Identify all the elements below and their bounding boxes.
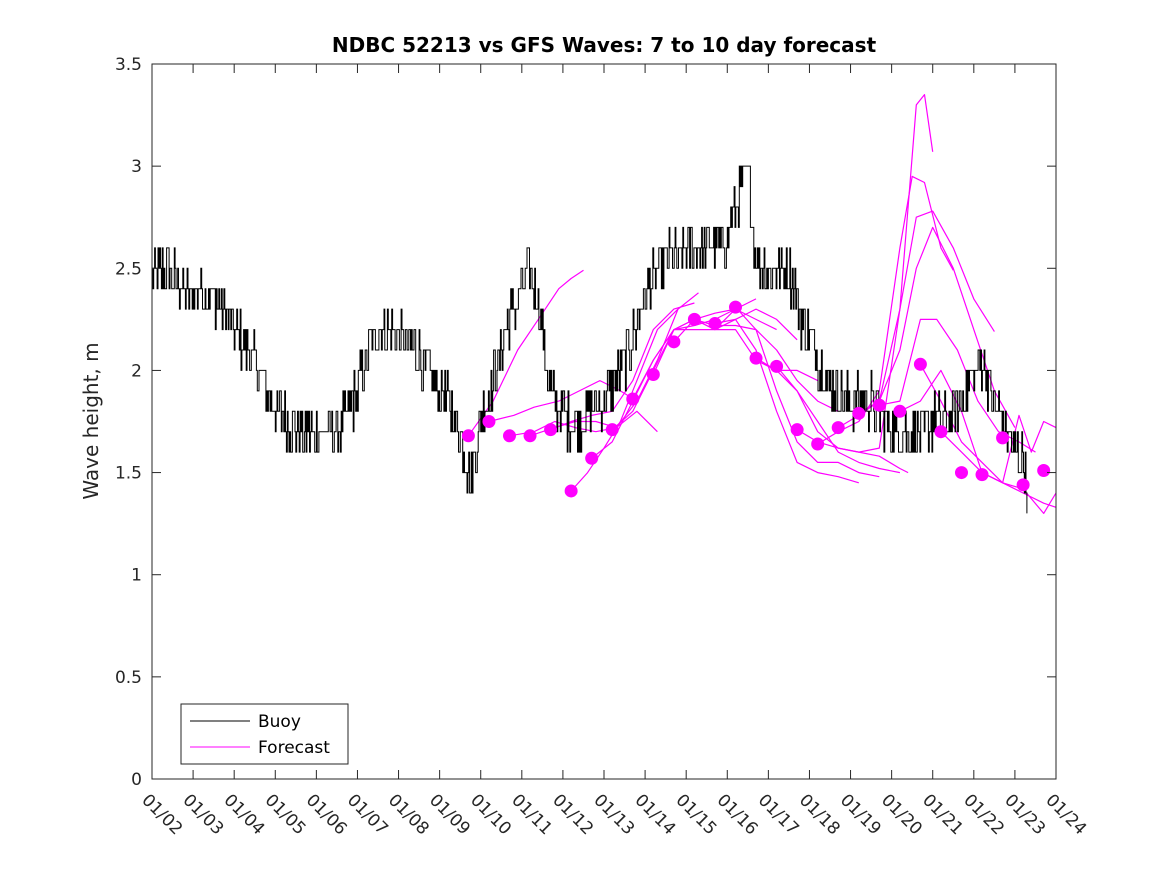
forecast-run-line bbox=[755, 357, 901, 474]
forecast-marker bbox=[831, 421, 845, 435]
y-tick-label: 0 bbox=[131, 770, 142, 790]
axis-ticks bbox=[151, 63, 1057, 780]
y-tick-labels: 0 0.5 1 1.5 2 2.5 3 3.5 bbox=[115, 55, 142, 790]
forecast-marker bbox=[872, 398, 886, 412]
forecast-run-line bbox=[796, 93, 934, 453]
forecast-marker bbox=[811, 437, 825, 451]
forecast-marker bbox=[544, 423, 558, 437]
y-tick-label: 3.5 bbox=[115, 55, 142, 75]
legend-box bbox=[180, 703, 349, 765]
forecast-run-line bbox=[837, 210, 995, 429]
y-axis-label: Wave height, m bbox=[79, 342, 103, 499]
forecast-marker bbox=[852, 406, 866, 420]
forecast-marker bbox=[626, 392, 640, 406]
forecast-marker bbox=[585, 451, 599, 465]
forecast-marker bbox=[687, 312, 701, 326]
forecast-marker bbox=[934, 425, 948, 439]
forecast-run-line bbox=[817, 175, 954, 445]
forecast-marker bbox=[1016, 478, 1030, 492]
forecast-marker bbox=[605, 423, 619, 437]
forecast-marker bbox=[646, 368, 660, 382]
y-tick-label: 3 bbox=[131, 157, 142, 177]
forecast-run-line bbox=[735, 306, 880, 478]
forecast-marker bbox=[564, 484, 578, 498]
y-tick-label: 2.5 bbox=[115, 259, 142, 279]
forecast-markers bbox=[461, 300, 1051, 498]
chart-title: NDBC 52213 vs GFS Waves: 7 to 10 day for… bbox=[332, 33, 877, 57]
forecast-marker bbox=[790, 423, 804, 437]
y-tick-label: 1 bbox=[131, 566, 142, 586]
forecast-run-line bbox=[940, 414, 1057, 484]
forecast-marker bbox=[461, 429, 475, 443]
forecast-marker bbox=[893, 404, 907, 418]
legend: Buoy Forecast bbox=[180, 703, 349, 765]
forecast-marker bbox=[728, 300, 742, 314]
forecast-marker bbox=[667, 335, 681, 349]
forecast-marker bbox=[1037, 464, 1051, 478]
legend-buoy-label: Buoy bbox=[258, 712, 301, 732]
y-tick-label: 1.5 bbox=[115, 464, 142, 484]
forecast-run-line bbox=[714, 318, 859, 484]
forecast-marker bbox=[770, 359, 784, 373]
forecast-marker bbox=[482, 415, 496, 428]
forecast-run-line bbox=[652, 308, 798, 375]
forecast-marker bbox=[954, 466, 968, 480]
forecast-run-line bbox=[632, 308, 777, 400]
forecast-marker bbox=[996, 431, 1010, 445]
forecast-marker bbox=[913, 357, 927, 371]
legend-forecast-label: Forecast bbox=[258, 738, 330, 758]
forecast-marker bbox=[975, 468, 989, 482]
forecast-marker bbox=[523, 429, 537, 443]
forecast-marker bbox=[708, 316, 722, 330]
forecast-marker bbox=[749, 351, 763, 365]
forecast-marker bbox=[502, 429, 516, 443]
y-tick-label: 2 bbox=[131, 361, 142, 381]
forecast-run-line bbox=[879, 318, 1036, 453]
y-tick-label: 0.5 bbox=[115, 668, 142, 688]
